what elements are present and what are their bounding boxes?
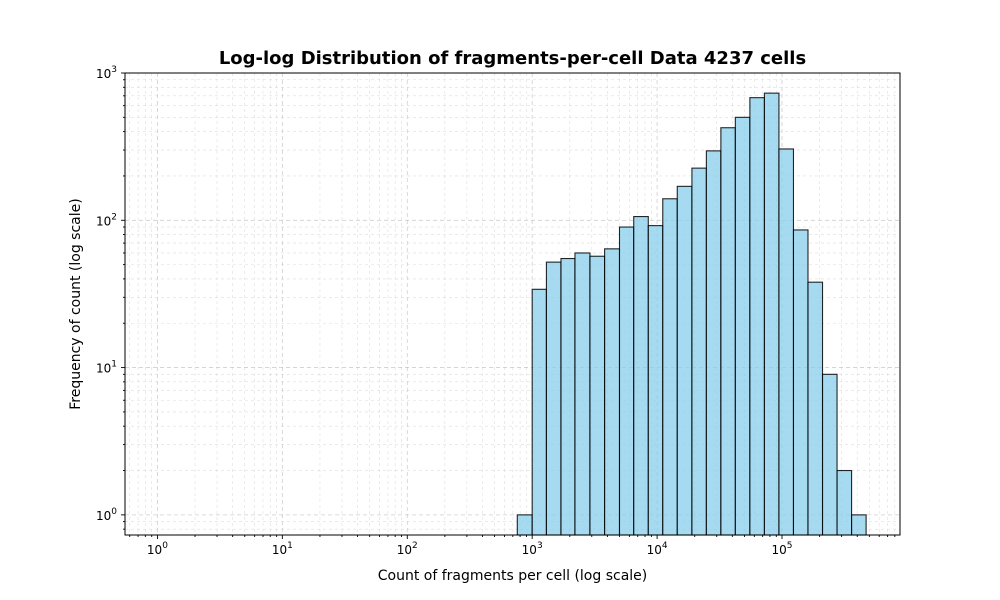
- ticks-layer: 100 101 102 103 104 105 100 101 102 103: [96, 65, 896, 557]
- histogram-bar: [531, 288, 547, 536]
- histogram-bar: [574, 252, 591, 536]
- x-tick-label: 103: [522, 541, 543, 557]
- histogram-bar: [705, 150, 722, 536]
- x-tick-label: 102: [397, 541, 418, 557]
- histogram-bar: [691, 167, 707, 536]
- bars-layer: [516, 92, 867, 536]
- histogram-bar: [807, 281, 824, 536]
- histogram-bar: [647, 225, 664, 536]
- histogram-bar: [676, 185, 693, 536]
- x-tick-label: 105: [772, 541, 793, 557]
- histogram-bar: [792, 229, 809, 536]
- y-tick-label: 103: [96, 65, 117, 81]
- y-tick-label: 102: [96, 212, 117, 228]
- y-tick-label: 101: [96, 360, 117, 376]
- x-tick-label: 101: [272, 541, 293, 557]
- histogram-bar: [662, 198, 678, 536]
- y-tick-label: 100: [96, 507, 117, 523]
- histogram-bar: [604, 248, 621, 536]
- histogram-bar: [734, 116, 751, 536]
- x-tick-label: 104: [647, 541, 668, 557]
- x-tick-label: 100: [147, 541, 168, 557]
- histogram-bar: [618, 226, 635, 536]
- y-axis-label: Frequency of count (log scale): [68, 198, 84, 409]
- histogram-bar: [821, 373, 838, 536]
- histogram-bar: [749, 97, 765, 536]
- histogram-bar: [763, 92, 780, 536]
- histogram-bar: [589, 255, 606, 536]
- histogram-bar: [545, 261, 562, 536]
- histogram-bar: [778, 148, 795, 536]
- histogram-bar: [516, 514, 533, 536]
- histogram-bar: [560, 257, 576, 536]
- x-axis-label: Count of fragments per cell (log scale): [378, 568, 648, 584]
- histogram-bar: [851, 514, 867, 536]
- histogram-bar: [836, 469, 853, 536]
- histogram-bar: [633, 216, 649, 536]
- chart-title: Log-log Distribution of fragments-per-ce…: [219, 48, 806, 69]
- histogram-bar: [720, 127, 736, 536]
